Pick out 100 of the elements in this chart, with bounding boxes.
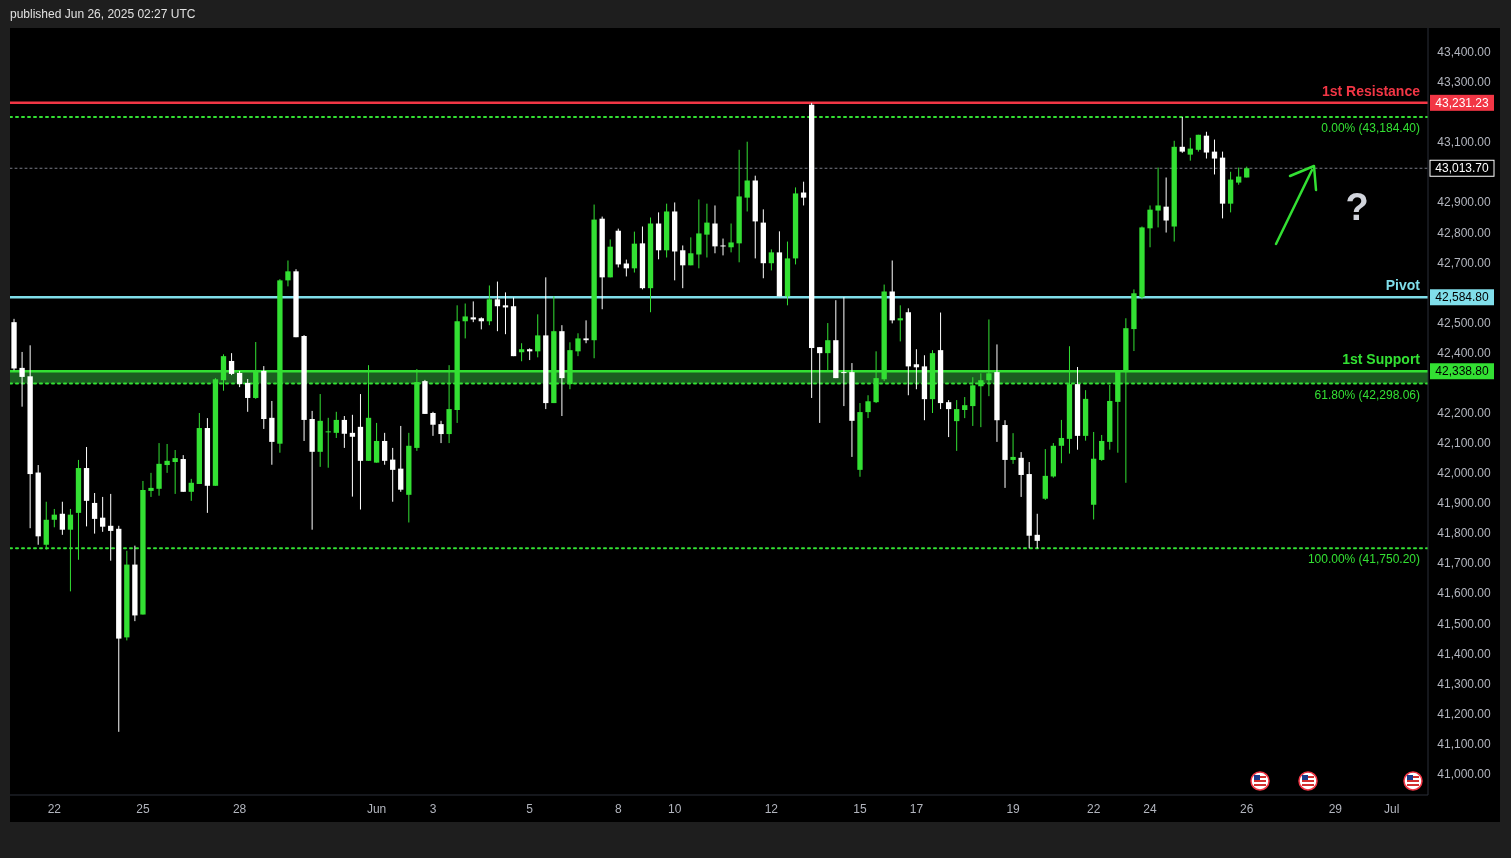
candlestick xyxy=(817,346,823,424)
candlestick xyxy=(865,394,871,419)
candlestick xyxy=(720,238,726,256)
candlestick xyxy=(800,181,807,206)
candlestick xyxy=(188,478,194,502)
candlestick xyxy=(91,492,98,535)
candlestick xyxy=(518,342,525,362)
ref-line-label: 100.00% (41,750.20) xyxy=(1307,552,1420,567)
candlestick xyxy=(1058,419,1065,464)
y-tick-label: 42,500.00 xyxy=(1437,315,1492,330)
x-tick-label: 8 xyxy=(614,802,622,816)
ref-line-label: Pivot xyxy=(1385,277,1421,294)
ref-line-label: 1st Resistance xyxy=(1321,82,1421,99)
candlestick xyxy=(285,260,291,287)
candlestick xyxy=(486,284,493,326)
candlestick xyxy=(1147,204,1153,248)
candlestick xyxy=(373,422,380,464)
candlestick xyxy=(1163,176,1169,234)
candlestick xyxy=(349,414,356,498)
candlestick xyxy=(228,352,235,376)
candlestick xyxy=(1203,131,1210,160)
y-tick-label: 43,300.00 xyxy=(1437,75,1492,90)
y-tick-label: 41,200.00 xyxy=(1437,706,1492,721)
candlestick xyxy=(164,443,170,474)
x-tick-label: Jul xyxy=(1384,802,1400,816)
candlestick xyxy=(704,203,710,258)
x-tick-label: 3 xyxy=(429,802,437,816)
candlestick xyxy=(1211,139,1218,175)
candlestick xyxy=(728,223,734,253)
candlestick xyxy=(1179,116,1185,154)
annotation: ? xyxy=(1345,186,1369,228)
candlestick xyxy=(1187,137,1193,162)
candlestick xyxy=(712,204,718,254)
candlestick xyxy=(768,248,775,271)
y-tick-label: 41,400.00 xyxy=(1437,646,1492,661)
text: 42,584.80 xyxy=(1435,290,1490,305)
candlestick xyxy=(59,501,66,536)
y-tick-label: 42,200.00 xyxy=(1437,406,1492,420)
candlestick xyxy=(1018,451,1024,498)
candlestick xyxy=(430,411,436,437)
x-tick-label: 10 xyxy=(668,802,682,816)
candlestick xyxy=(462,303,468,339)
x-tick-label: 29 xyxy=(1328,802,1343,816)
candlestick xyxy=(19,351,25,408)
candlestick xyxy=(575,332,581,357)
y-tick-label: 42,800.00 xyxy=(1437,225,1492,240)
ref-line-label: 0.00% (43,184.40) xyxy=(1321,120,1420,135)
candlestick xyxy=(502,291,509,335)
x-tick-label: 28 xyxy=(232,802,247,816)
x-tick-label: 15 xyxy=(853,802,867,816)
x-tick-label: 22 xyxy=(1086,802,1101,816)
candlestick xyxy=(148,472,154,498)
y-tick-label: 43,100.00 xyxy=(1437,135,1492,150)
candlestick xyxy=(1042,448,1048,501)
candlestick xyxy=(398,425,404,493)
candlestick xyxy=(1010,432,1016,465)
x-tick-label: 12 xyxy=(764,802,779,816)
candlestick xyxy=(245,378,251,413)
y-tick-label: 42,000.00 xyxy=(1437,466,1492,481)
y-tick-label: 42,100.00 xyxy=(1437,436,1492,451)
y-tick-label: 42,700.00 xyxy=(1437,255,1492,270)
x-tick-label: 19 xyxy=(1006,802,1021,816)
x-tick-label: 24 xyxy=(1143,802,1158,816)
candlestick xyxy=(381,432,388,466)
candlestick xyxy=(897,304,903,342)
y-tick-label: 41,500.00 xyxy=(1437,616,1492,631)
candlestick xyxy=(494,281,501,332)
candlestick xyxy=(954,399,960,452)
candlestick xyxy=(680,244,686,289)
candlestick xyxy=(913,348,920,390)
candlestick xyxy=(688,236,694,266)
candlestick xyxy=(744,141,750,212)
candlestick xyxy=(390,447,396,503)
y-tick-label: 41,600.00 xyxy=(1437,586,1492,601)
y-tick-label: 41,700.00 xyxy=(1437,556,1492,571)
text: 43,013.70 xyxy=(1435,161,1490,176)
y-tick-label: 41,800.00 xyxy=(1437,526,1492,541)
candlestick xyxy=(841,296,847,407)
y-tick-label: 43,400.00 xyxy=(1437,45,1492,60)
candlestick xyxy=(945,399,952,438)
x-tick-label: 26 xyxy=(1240,802,1254,816)
candlestick xyxy=(470,300,476,323)
candlestick xyxy=(1034,513,1040,549)
candlestick xyxy=(341,415,348,449)
candlestick xyxy=(438,420,444,444)
x-tick-label: 22 xyxy=(47,802,62,816)
y-tick-label: 41,100.00 xyxy=(1437,736,1492,751)
candlestick xyxy=(325,417,331,469)
text: 43,231.23 xyxy=(1435,95,1490,110)
x-tick-label: 25 xyxy=(136,802,150,816)
x-tick-label: 17 xyxy=(909,802,924,816)
candlestick xyxy=(696,198,702,269)
candlestick xyxy=(172,449,178,495)
candlestick xyxy=(1155,167,1161,228)
ref-line-label: 61.80% (42,298.06) xyxy=(1314,387,1420,402)
candlestick xyxy=(51,508,57,528)
candlestick xyxy=(99,496,106,533)
ref-line-label: 1st Support xyxy=(1342,351,1421,368)
x-tick-label: 5 xyxy=(526,802,534,816)
text: 42,338.80 xyxy=(1435,364,1490,379)
